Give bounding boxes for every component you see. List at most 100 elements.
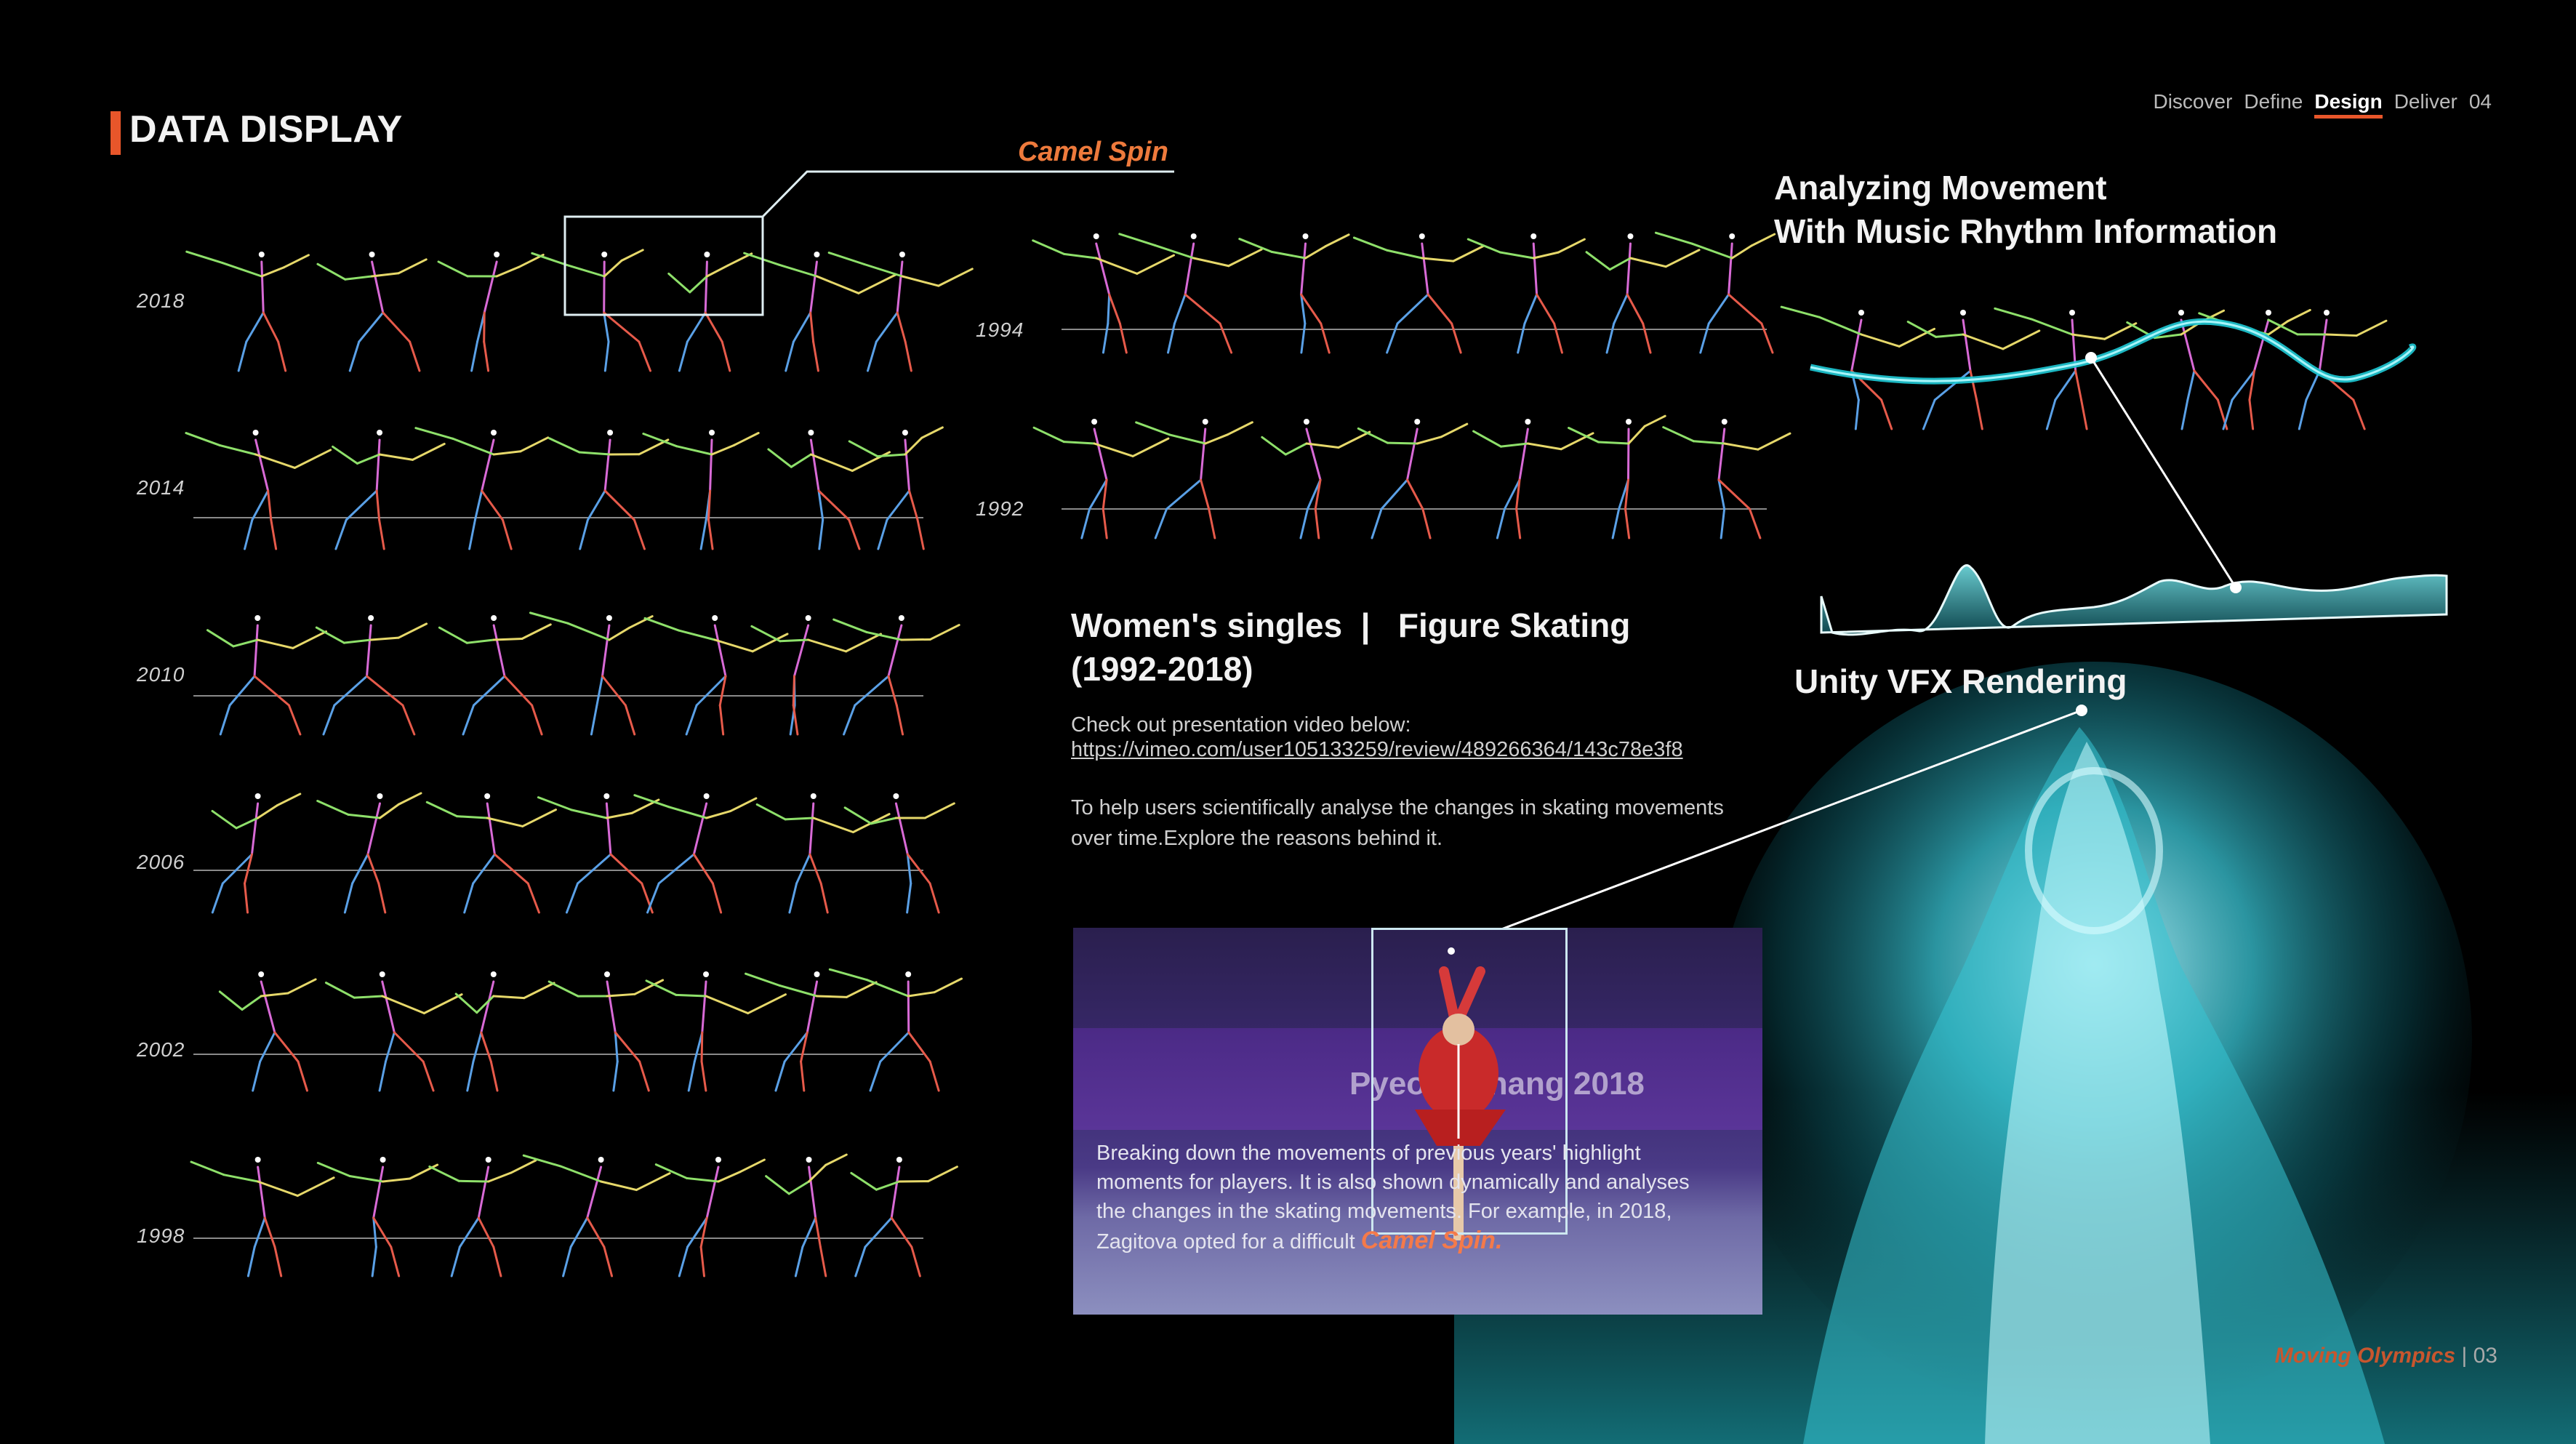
skeleton-bone bbox=[267, 489, 273, 521]
skeleton-joint bbox=[808, 430, 814, 436]
skeleton-bone bbox=[1204, 433, 1229, 445]
skeleton-bone bbox=[595, 675, 604, 707]
skeleton-bone bbox=[1757, 432, 1791, 451]
skeleton-bone bbox=[848, 440, 879, 458]
skeleton-bone bbox=[1962, 333, 2005, 350]
skeleton-bone bbox=[2103, 322, 2138, 340]
skeleton-bone bbox=[2267, 318, 2299, 336]
skeleton-bone bbox=[251, 489, 270, 521]
skeleton-bone bbox=[371, 260, 385, 314]
skeleton-bone bbox=[864, 1216, 893, 1248]
music-rhythm-line bbox=[1810, 318, 2417, 385]
skeleton-bone bbox=[1357, 427, 1389, 444]
skeleton-bone bbox=[1306, 478, 1322, 510]
skeleton-bone bbox=[755, 803, 787, 821]
skeleton-joint bbox=[254, 793, 261, 799]
analysis-heading: Analyzing Movement With Music Rhythm Inf… bbox=[1774, 166, 2277, 253]
skeleton-bone bbox=[1975, 398, 1983, 430]
skeleton-bone bbox=[495, 265, 521, 278]
skeleton-bone bbox=[455, 815, 489, 819]
skeleton-bone bbox=[603, 311, 641, 343]
skeleton-bone bbox=[635, 1172, 671, 1192]
skeleton-bone bbox=[785, 340, 795, 372]
skeleton-bone bbox=[1300, 293, 1323, 325]
skeleton-bone bbox=[875, 311, 899, 343]
skeleton-bone bbox=[603, 311, 610, 343]
skeleton-joint bbox=[607, 430, 614, 436]
skeleton-bone bbox=[1421, 257, 1455, 262]
skeleton-joint bbox=[252, 430, 259, 436]
skeleton-bone bbox=[422, 1060, 435, 1092]
skeleton-bone bbox=[1300, 293, 1307, 325]
skeleton-bone bbox=[1093, 428, 1108, 481]
skeleton-bone bbox=[718, 704, 725, 736]
skeleton-bone bbox=[865, 979, 910, 998]
photo-caption-line1: Breaking down the movements of previous … bbox=[1096, 1142, 1641, 1165]
skeleton-bone bbox=[788, 882, 798, 914]
skeleton-bone bbox=[378, 453, 414, 461]
skeleton-bone bbox=[1032, 426, 1065, 444]
skeleton-joint bbox=[810, 793, 816, 799]
skeleton-bone bbox=[333, 675, 369, 707]
skeleton-bone bbox=[381, 980, 396, 1034]
skeleton-bone bbox=[879, 1031, 910, 1063]
skeleton-bone bbox=[707, 489, 712, 521]
skeleton-joint bbox=[254, 615, 261, 621]
skeleton-bone bbox=[252, 1060, 262, 1092]
skeleton-bone bbox=[1654, 231, 1693, 245]
skeleton-bone bbox=[843, 806, 872, 825]
skeleton-joint bbox=[603, 793, 610, 799]
skeleton-bone bbox=[501, 518, 513, 550]
skeleton-joint bbox=[484, 793, 491, 799]
nav-discover[interactable]: Discover bbox=[2153, 90, 2233, 113]
nav-define[interactable]: Define bbox=[2244, 90, 2303, 113]
skeleton-bone bbox=[890, 1216, 913, 1248]
skeleton-bone bbox=[646, 882, 660, 914]
skeleton-bone bbox=[808, 1163, 827, 1183]
skeleton-bone bbox=[1597, 441, 1630, 445]
skeleton-bone bbox=[221, 262, 263, 278]
nav-deliver[interactable]: Deliver bbox=[2394, 90, 2457, 113]
skeleton-bone bbox=[244, 518, 254, 550]
skeleton-bone bbox=[259, 1031, 276, 1063]
footer-brand: Moving Olympics bbox=[2274, 1344, 2456, 1368]
skeleton-bone bbox=[686, 1216, 708, 1248]
skeleton-bone bbox=[695, 675, 727, 707]
skeleton-bone bbox=[257, 1166, 266, 1219]
skeleton-joint bbox=[494, 252, 500, 257]
skeleton-bone bbox=[1184, 242, 1195, 296]
skeleton-bone bbox=[907, 980, 910, 1034]
skeleton-bone bbox=[348, 1175, 385, 1183]
skeleton-bone bbox=[378, 803, 400, 819]
skeleton-bone bbox=[865, 630, 903, 641]
skeleton-bone bbox=[316, 800, 350, 816]
skeleton-bone bbox=[481, 489, 504, 521]
skeleton-bone bbox=[1386, 249, 1424, 260]
skeleton-bone bbox=[283, 254, 310, 269]
skeleton-joint bbox=[2178, 310, 2184, 316]
skeleton-bone bbox=[793, 624, 810, 678]
skeleton-bone bbox=[2054, 369, 2077, 401]
skeleton-bone bbox=[1780, 305, 1821, 318]
video-link[interactable]: https://vimeo.com/user105133259/review/4… bbox=[1071, 738, 1683, 761]
skeleton-bone bbox=[462, 704, 476, 736]
skeleton-bone bbox=[1626, 242, 1632, 296]
skeleton-bone bbox=[854, 1246, 867, 1277]
skeleton-bone bbox=[375, 489, 381, 521]
skeleton-bone bbox=[2231, 369, 2256, 401]
skeleton-bone bbox=[751, 633, 789, 653]
nav-design[interactable]: Design bbox=[2314, 90, 2383, 119]
skeleton-bone bbox=[253, 624, 259, 678]
skeleton-bone bbox=[1200, 478, 1211, 510]
skeleton-bone bbox=[358, 311, 385, 343]
skeleton-bone bbox=[1523, 293, 1538, 325]
skeleton-bone bbox=[2253, 318, 2270, 372]
skeleton-joint bbox=[1525, 419, 1531, 425]
skeleton-joint bbox=[491, 615, 497, 621]
year-label-2006: 2006 bbox=[137, 851, 185, 873]
skeleton-joint bbox=[704, 252, 710, 257]
skeleton-bone bbox=[2355, 319, 2388, 337]
skeleton-bone bbox=[526, 882, 540, 914]
skeleton-bone bbox=[1517, 322, 1526, 354]
skeleton-bone bbox=[1728, 242, 1733, 296]
